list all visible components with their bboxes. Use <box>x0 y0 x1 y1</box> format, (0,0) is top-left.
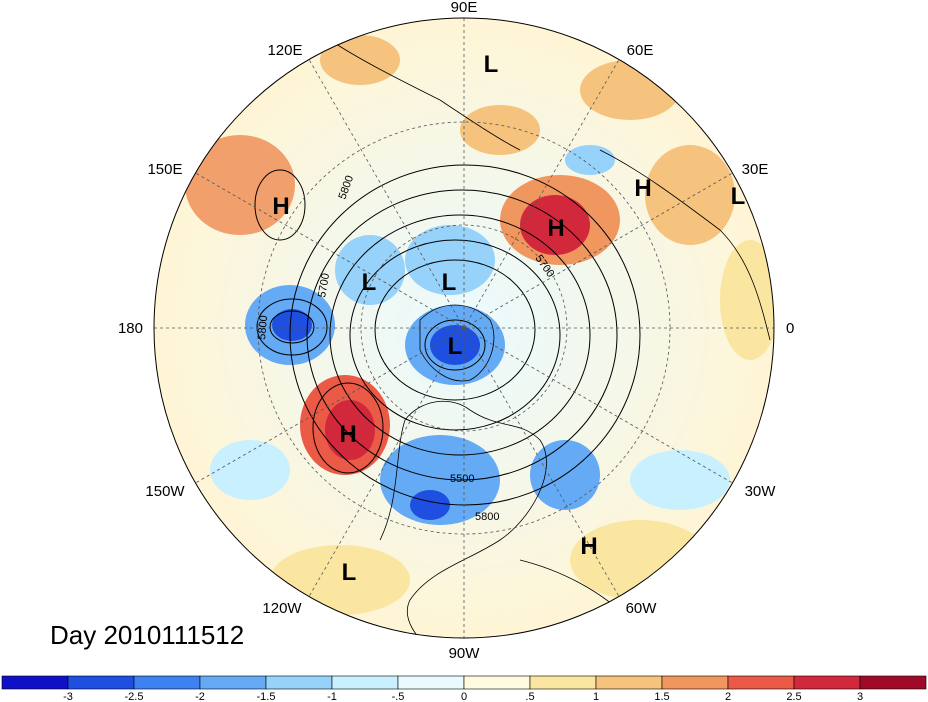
pressure-center: H <box>339 421 356 448</box>
lon-label-30w: 30W <box>745 483 777 500</box>
pressure-center: L <box>484 51 499 78</box>
colorbar: -3 -2.5 -2 -1.5 -1 -.5 0 .5 1 1.5 2 2.5 3 <box>1 675 927 702</box>
colorbar-tick-label: -2 <box>195 691 205 702</box>
lon-label-180: 180 <box>118 320 143 337</box>
contour-label: 5500 <box>450 473 474 485</box>
colorbar-swatch <box>331 675 399 690</box>
colorbar-tick-label: -3 <box>63 691 73 702</box>
lon-label-0: 0 <box>786 320 794 337</box>
lon-label-120w: 120W <box>262 600 302 617</box>
pressure-center: L <box>731 183 746 210</box>
colorbar-swatch <box>793 675 861 690</box>
lon-label-60e: 60E <box>627 42 654 59</box>
colorbar-tick-label: .5 <box>525 691 534 702</box>
lon-label-90e: 90E <box>451 0 478 16</box>
date-title: Day 2010111512 <box>50 620 245 650</box>
pressure-center: L <box>342 559 357 586</box>
pressure-center: H <box>580 533 597 560</box>
longitude-labels: 90E 60E 30E 0 30W 60W 90W 120W 150W 180 … <box>118 0 794 662</box>
pressure-centers: L H L H H L L L H H L <box>272 51 745 586</box>
pressure-center: L <box>362 269 377 296</box>
lon-label-30e: 30E <box>742 161 769 178</box>
contour-label: 5700 <box>316 272 332 298</box>
colorbar-swatch <box>1 675 69 690</box>
colorbar-tick-label: -1.5 <box>257 691 276 702</box>
colorbar-swatch <box>67 675 135 690</box>
lon-label-60w: 60W <box>626 600 658 617</box>
colorbar-swatch <box>727 675 795 690</box>
lon-label-150e: 150E <box>147 161 182 178</box>
colorbar-tick-label: -.5 <box>392 691 405 702</box>
pressure-center: L <box>442 269 457 296</box>
colorbar-tick-label: 3 <box>857 691 863 702</box>
colorbar-swatch <box>529 675 597 690</box>
height-contours <box>254 164 641 506</box>
colorbar-swatch <box>397 675 465 690</box>
lon-label-150w: 150W <box>145 483 185 500</box>
contour-label: 5800 <box>256 315 270 340</box>
colorbar-swatch <box>463 675 531 690</box>
contour-label: 5800 <box>475 511 499 523</box>
colorbar-tick-label: 2.5 <box>786 691 801 702</box>
pressure-center: L <box>448 333 463 360</box>
lon-label-90w: 90W <box>449 645 481 662</box>
map-border <box>153 17 775 639</box>
colorbar-swatch <box>133 675 201 690</box>
lon-label-120e: 120E <box>267 42 302 59</box>
colorbar-tick-label: 1 <box>593 691 599 702</box>
pressure-center: H <box>272 193 289 220</box>
graticule <box>154 18 774 638</box>
colorbar-tick-label: 0 <box>461 691 467 702</box>
pressure-center: H <box>634 175 651 202</box>
colorbar-tick-label: 1.5 <box>654 691 669 702</box>
colorbar-swatch <box>199 675 267 690</box>
colorbar-tick-label: -1 <box>327 691 337 702</box>
colorbar-tick-label: 2 <box>725 691 731 702</box>
pressure-center: H <box>547 215 564 242</box>
colorbar-swatch <box>265 675 333 690</box>
colorbar-swatch <box>859 675 927 690</box>
colorbar-tick-label: -2.5 <box>125 691 144 702</box>
colorbar-swatch <box>595 675 663 690</box>
colorbar-swatch <box>661 675 729 690</box>
